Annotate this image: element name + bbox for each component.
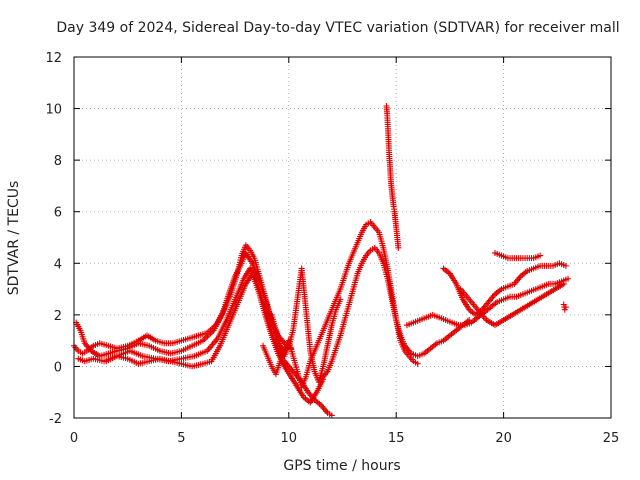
series-track-8 <box>440 260 569 318</box>
point-marker <box>562 304 569 311</box>
y-tick-label-2: 2 <box>54 309 62 324</box>
point-marker <box>202 334 209 341</box>
y-tick-label-5: 8 <box>54 154 62 169</box>
x-tick-label-5: 25 <box>603 431 620 446</box>
series-track-9 <box>457 280 567 329</box>
y-tick-label-1: 0 <box>54 360 62 375</box>
series-track-6 <box>318 244 473 383</box>
y-tick-label-4: 6 <box>54 206 62 221</box>
y-axis-label: SDTVAR / TECUs <box>6 181 22 296</box>
point-marker <box>561 306 568 313</box>
series-track-10 <box>492 249 544 262</box>
y-tick-label-3: 4 <box>54 257 62 272</box>
point-marker <box>414 360 421 367</box>
series-spike <box>383 102 402 251</box>
x-tick-label-3: 15 <box>388 431 405 446</box>
point-marker <box>562 262 569 269</box>
plot-frame <box>73 56 612 419</box>
grid <box>74 57 611 418</box>
data-marks <box>71 102 572 419</box>
point-marker <box>337 296 344 303</box>
point-marker <box>328 412 335 419</box>
point-marker <box>565 275 572 282</box>
point-marker <box>537 252 544 259</box>
series-track-3 <box>75 265 335 419</box>
series-track-7 <box>403 275 572 329</box>
point-marker <box>395 244 402 251</box>
axes-ticks: 0 5 10 15 20 25 -2 0 2 4 6 8 10 12 <box>45 51 619 446</box>
series-track-1 <box>71 242 288 357</box>
x-tick-label-2: 10 <box>281 431 298 446</box>
point-marker <box>560 280 567 287</box>
x-tick-label-4: 20 <box>495 431 512 446</box>
series-track-11 <box>268 265 344 385</box>
chart-title: Day 349 of 2024, Sidereal Day-to-day VTE… <box>56 20 619 36</box>
x-tick-label-0: 0 <box>70 431 78 446</box>
x-axis-label: GPS time / hours <box>283 458 400 474</box>
y-tick-label-0: -2 <box>49 412 62 427</box>
y-tick-label-7: 12 <box>45 51 62 66</box>
series-track-12 <box>560 301 569 313</box>
x-tick-label-1: 5 <box>177 431 185 446</box>
y-tick-label-6: 10 <box>45 103 62 118</box>
series-track-4 <box>103 270 327 406</box>
